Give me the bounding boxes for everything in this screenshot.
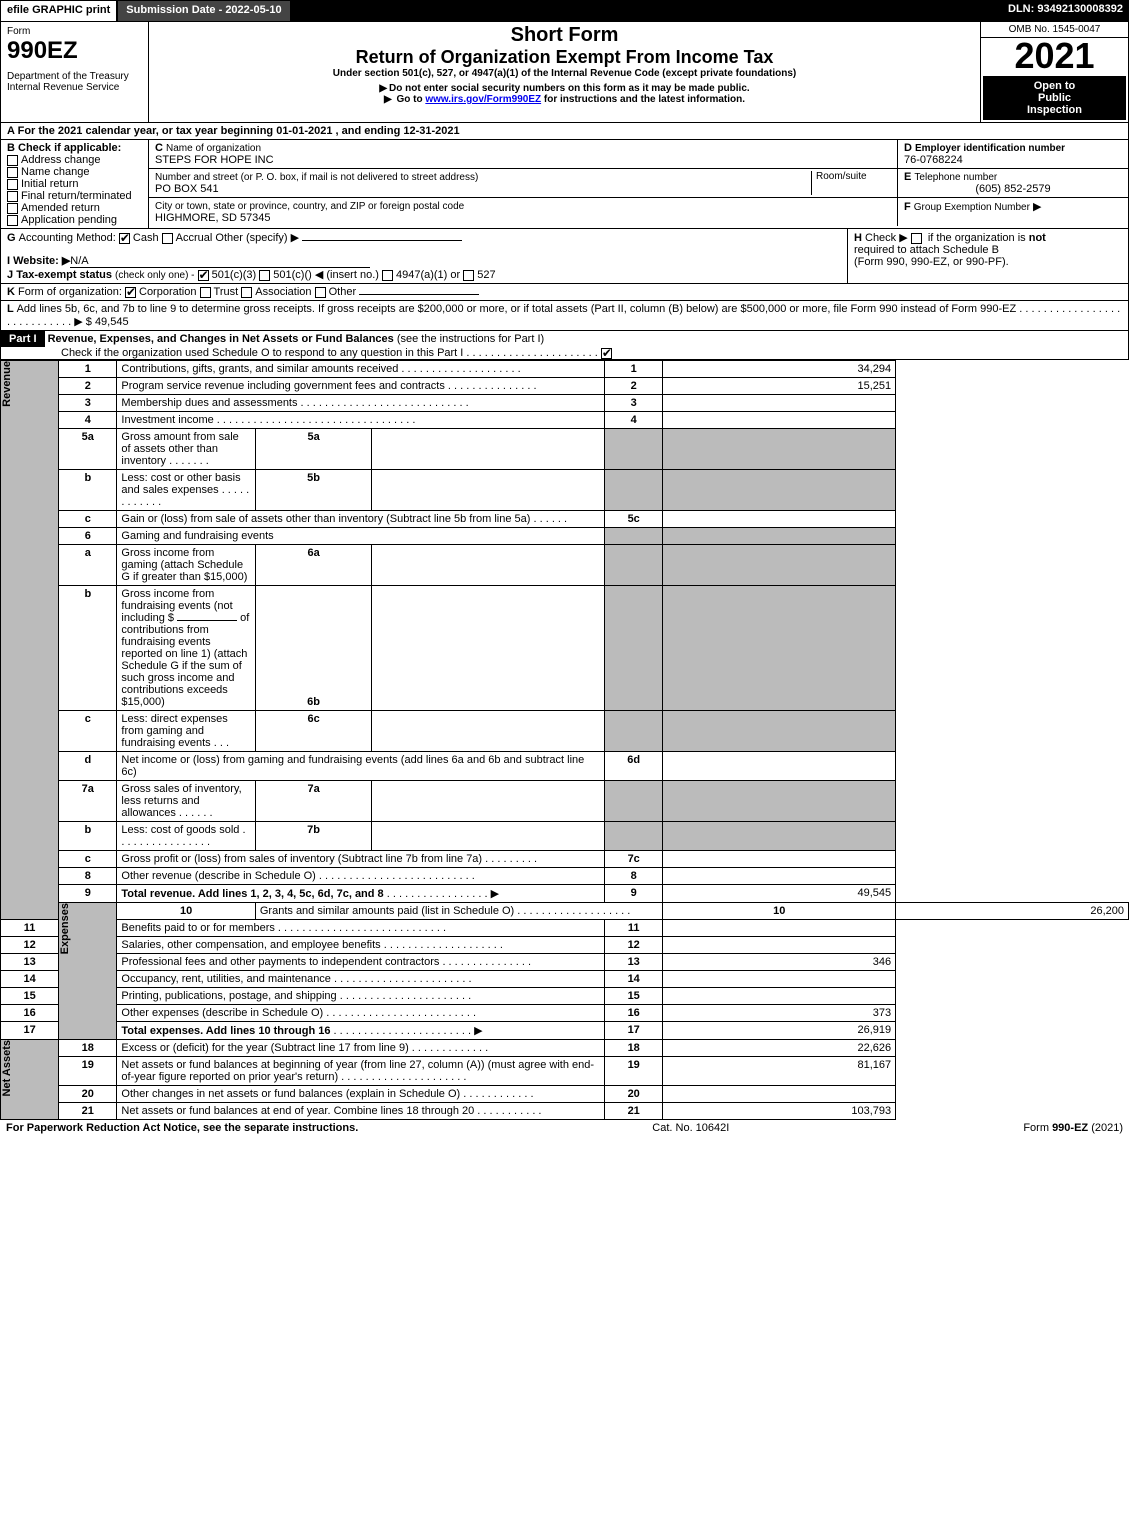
check-corp[interactable] [125, 287, 136, 298]
section-bcdef: B Check if applicable: Address change Na… [0, 140, 1129, 229]
line2-val: 15,251 [663, 378, 896, 395]
line18-val: 22,626 [663, 1040, 896, 1057]
check-schedule-o[interactable] [601, 348, 612, 359]
phone: (605) 852-2579 [904, 183, 1122, 195]
part1-table: Revenue 1Contributions, gifts, grants, a… [0, 360, 1129, 1120]
goto-line: Go to www.irs.gov/Form990EZ for instruct… [155, 94, 974, 105]
check-initial[interactable]: Initial return [7, 178, 142, 190]
under-section: Under section 501(c), 527, or 4947(a)(1)… [155, 68, 974, 79]
part1-header: Part I Revenue, Expenses, and Changes in… [0, 331, 1129, 360]
line10-val: 26,200 [896, 903, 1129, 920]
check-accrual[interactable] [162, 233, 173, 244]
check-amended[interactable]: Amended return [7, 202, 142, 214]
line16-val: 373 [663, 1005, 896, 1022]
line-i: I Website: ▶N/A [7, 254, 841, 268]
check-pending[interactable]: Application pending [7, 214, 142, 226]
ssn-warning: Do not enter social security numbers on … [155, 83, 974, 94]
check-501c3[interactable] [198, 270, 209, 281]
org-street: PO BOX 541 [155, 183, 219, 195]
check-name[interactable]: Name change [7, 166, 142, 178]
dln: DLN: 93492130008392 [1002, 0, 1129, 22]
check-h[interactable] [911, 233, 922, 244]
submission-date: Submission Date - 2022-05-10 [117, 0, 290, 22]
line9-val: 49,545 [663, 885, 896, 903]
b-label: B Check if applicable: [7, 142, 142, 154]
form-label: Form [7, 26, 142, 37]
website: N/A [70, 255, 370, 268]
triangle-icon: ▶ [1033, 201, 1041, 213]
ein: 76-0768224 [904, 154, 963, 166]
line-l: L Add lines 5b, 6c, and 7b to line 9 to … [0, 301, 1129, 331]
check-cash[interactable] [119, 233, 130, 244]
tax-year: 2021 [981, 38, 1128, 74]
org-city: HIGHMORE, SD 57345 [155, 212, 271, 224]
line-k: K Form of organization: Corporation Trus… [0, 284, 1129, 301]
section-gh: G Accounting Method: Cash Accrual Other … [0, 229, 1129, 284]
org-name: STEPS FOR HOPE INC [155, 154, 274, 166]
top-bar: efile GRAPHIC print Submission Date - 20… [0, 0, 1129, 22]
open-to-public: Open to Public Inspection [983, 76, 1126, 120]
revenue-label: Revenue [1, 361, 23, 407]
irs-label: Internal Revenue Service [7, 82, 142, 93]
form-number: 990EZ [7, 37, 142, 65]
line-g: G Accounting Method: Cash Accrual Other … [7, 231, 841, 244]
efile-print[interactable]: efile GRAPHIC print [0, 0, 117, 22]
form-header: Form 990EZ Department of the Treasury In… [0, 22, 1129, 123]
irs-link[interactable]: www.irs.gov/Form990EZ [425, 94, 541, 105]
page-footer: For Paperwork Reduction Act Notice, see … [0, 1120, 1129, 1136]
line1-val: 34,294 [663, 361, 896, 378]
return-title: Return of Organization Exempt From Incom… [155, 47, 974, 68]
check-final[interactable]: Final return/terminated [7, 190, 142, 202]
dept-label: Department of the Treasury [7, 71, 142, 82]
line19-val: 81,167 [663, 1057, 896, 1086]
line-j: J Tax-exempt status (check only one) - 5… [7, 268, 841, 281]
short-form-title: Short Form [155, 24, 974, 47]
line13-val: 346 [663, 954, 896, 971]
line17-val: 26,919 [663, 1022, 896, 1040]
line21-val: 103,793 [663, 1103, 896, 1120]
line-a: A For the 2021 calendar year, or tax yea… [0, 123, 1129, 140]
check-address[interactable]: Address change [7, 154, 142, 166]
gross-receipts: $ 49,545 [86, 316, 129, 328]
netassets-label: Net Assets [1, 1040, 23, 1096]
expenses-label: Expenses [59, 903, 81, 954]
